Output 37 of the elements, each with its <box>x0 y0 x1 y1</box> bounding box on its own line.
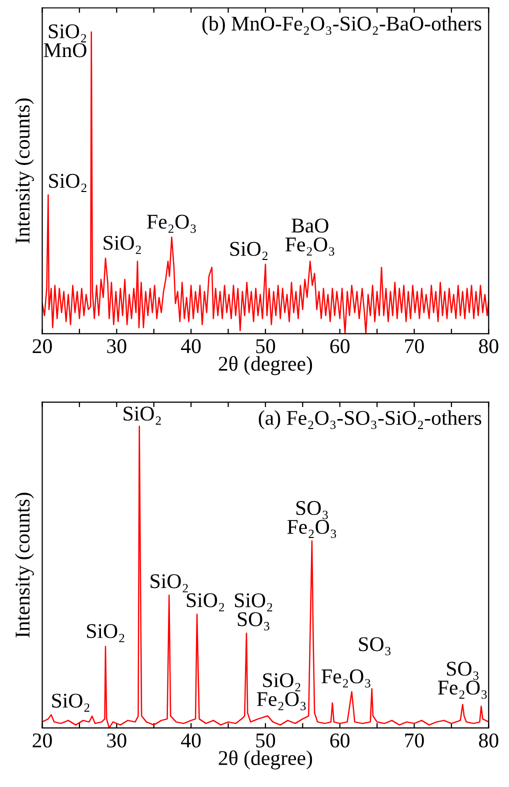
annotation: SiO₂ <box>49 174 86 192</box>
x-tick-label: 30 <box>107 339 126 354</box>
x-tick-label: 60 <box>330 733 350 748</box>
annotation: SiO₂ <box>124 406 161 425</box>
annotation: SO₃ Fe₂O₃ <box>287 501 336 538</box>
annotation: BaO Fe₂O₃ <box>285 218 334 256</box>
annotation: SiO₂ MnO <box>44 24 86 58</box>
chart-title: (a) Fe₂O₃-SO₃-SiO₂-others <box>258 410 482 430</box>
chart-title: (b) MnO-Fe₂O₃-SiO₂-BaO-others <box>202 16 482 35</box>
x-tick-label: 50 <box>256 733 276 748</box>
annotation: SiO₂ <box>52 694 90 712</box>
annotation: Fe₂O₃ <box>147 214 196 233</box>
x-tick-label: 70 <box>405 339 424 354</box>
x-tick-label: 40 <box>181 339 201 354</box>
x-tick-label: 20 <box>32 733 52 748</box>
x-tick-label: 50 <box>256 339 276 354</box>
y-axis-title: Intensity (counts) <box>14 98 34 244</box>
annotation: SiO₂ <box>186 593 224 612</box>
annotation: SiO₂ SO₃ <box>234 593 272 630</box>
x-tick-label: 80 <box>479 339 498 354</box>
annotation: SiO₂ Fe₂O₃ <box>256 673 306 710</box>
x-tick-label: 60 <box>330 339 350 354</box>
x-axis-title: 2θ (degree) <box>218 750 312 770</box>
annotation: SO₃ Fe₂O₃ <box>438 662 487 699</box>
x-tick-label: 40 <box>181 733 201 748</box>
annotation: SiO₂ <box>104 236 141 254</box>
x-tick-label: 30 <box>107 733 126 748</box>
annotation: SO₃ <box>359 637 391 656</box>
annotation: SiO₂ <box>150 574 188 592</box>
x-tick-label: 20 <box>32 339 52 354</box>
annotation: SiO₂ <box>230 242 268 260</box>
x-tick-label: 80 <box>479 733 498 748</box>
annotation: Fe₂O₃ <box>322 669 370 688</box>
y-axis-title: Intensity (counts) <box>14 492 34 638</box>
annotation: SiO₂ <box>87 624 124 642</box>
x-tick-label: 70 <box>405 733 424 748</box>
x-axis-title: 2θ (degree) <box>218 356 312 376</box>
